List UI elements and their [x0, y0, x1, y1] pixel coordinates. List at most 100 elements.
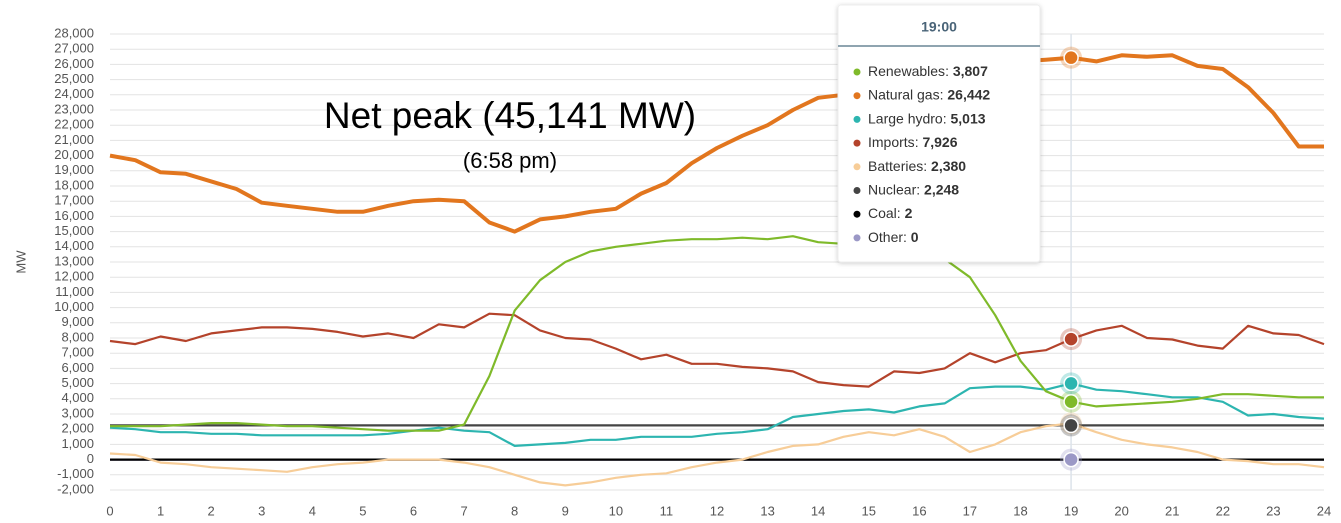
x-tick-label: 1	[157, 503, 164, 518]
tooltip-separator: :	[897, 205, 905, 221]
x-tick-label: 20	[1114, 503, 1128, 518]
tooltip-dot	[853, 68, 861, 76]
x-tick-label: 12	[710, 503, 724, 518]
tooltip-separator: :	[916, 181, 924, 197]
hover-marker	[1063, 49, 1079, 66]
y-tick-label: 28,000	[54, 25, 94, 40]
x-tick-label: 16	[912, 503, 926, 518]
y-tick-label: 21,000	[54, 132, 94, 147]
y-tick-label: -1,000	[57, 466, 94, 481]
y-tick-label: 20,000	[54, 147, 94, 162]
y-tick-label: 3,000	[61, 405, 94, 420]
x-tick-label: 4	[309, 503, 316, 518]
tooltip-item: Other: 0	[868, 229, 919, 245]
y-tick-label: 10,000	[54, 299, 94, 314]
y-tick-label: 11,000	[55, 284, 94, 299]
tooltip-separator: :	[945, 63, 953, 79]
tooltip-name: Renewables	[868, 63, 945, 79]
y-tick-label: 9,000	[61, 314, 94, 329]
tooltip-value: 7,926	[922, 134, 957, 150]
y-axis-label: MW	[13, 250, 28, 274]
tooltip-item: Imports: 7,926	[868, 134, 958, 150]
y-tick-label: 0	[87, 451, 94, 466]
x-tick-label: 22	[1216, 503, 1230, 518]
tooltip-dot	[853, 163, 861, 171]
tooltip-value: 2	[905, 205, 913, 221]
y-tick-label: 2,000	[61, 421, 94, 436]
tooltip-item: Batteries: 2,380	[868, 158, 966, 174]
y-tick-label: 7,000	[61, 345, 94, 360]
tooltip-value: 2,380	[931, 158, 966, 174]
grid: -2,000-1,00001,0002,0003,0004,0005,0006,…	[54, 25, 1331, 518]
hover-marker	[1063, 331, 1079, 347]
x-tick-label: 5	[359, 503, 366, 518]
x-tick-label: 21	[1165, 503, 1179, 518]
x-tick-label: 10	[609, 503, 623, 518]
tooltip-dot	[853, 92, 861, 100]
tooltip-separator: :	[923, 158, 931, 174]
tooltip-name: Batteries	[868, 158, 923, 174]
x-tick-label: 8	[511, 503, 518, 518]
y-tick-label: 17,000	[54, 193, 94, 208]
tooltip-name: Large hydro	[868, 110, 943, 126]
y-tick-label: 12,000	[54, 269, 94, 284]
tooltip-value: 0	[911, 229, 919, 245]
y-tick-label: 27,000	[54, 41, 94, 56]
tooltip-name: Coal	[868, 205, 897, 221]
x-tick-label: 3	[258, 503, 265, 518]
x-tick-label: 19	[1064, 503, 1078, 518]
tooltip-name: Natural gas	[868, 86, 940, 102]
tooltip: 19:00 Renewables: 3,807 Natural gas: 26,4…	[837, 4, 1041, 263]
lines	[109, 34, 1325, 490]
y-tick-label: 22,000	[54, 117, 94, 132]
x-tick-label: 23	[1266, 503, 1280, 518]
series-line	[110, 235, 1324, 432]
x-tick-label: 14	[811, 503, 825, 518]
y-tick-label: -2,000	[57, 481, 94, 496]
tooltip-dot	[853, 139, 861, 147]
y-tick-label: 19,000	[54, 162, 94, 177]
tooltip-dot	[853, 234, 861, 242]
hover-marker	[1063, 393, 1079, 410]
tooltip-separator: :	[915, 134, 923, 150]
x-tick-label: 7	[460, 503, 467, 518]
y-tick-label: 15,000	[54, 223, 94, 238]
x-tick-label: 24	[1317, 503, 1331, 518]
x-tick-label: 9	[562, 503, 569, 518]
tooltip-value: 5,013	[951, 110, 986, 126]
series-line	[109, 382, 1325, 447]
annotation-sub: (6:58 pm)	[463, 148, 557, 173]
y-tick-label: 5,000	[61, 375, 94, 390]
tooltip-item: Large hydro: 5,013	[868, 110, 986, 126]
y-tick-label: 14,000	[54, 238, 94, 253]
series-line	[109, 53, 1324, 234]
tooltip-item: Natural gas: 26,442	[868, 86, 990, 102]
tooltip-separator: :	[943, 110, 951, 126]
y-tick-label: 26,000	[54, 56, 94, 71]
x-tick-label: 13	[760, 503, 774, 518]
tooltip-name: Imports	[868, 134, 915, 150]
tooltip-dot	[853, 210, 861, 218]
y-tick-label: 4,000	[61, 390, 94, 405]
tooltip-separator: :	[903, 229, 911, 245]
annotation: Net peak (45,141 MW)	[324, 95, 696, 136]
tooltip-title: 19:00	[921, 19, 957, 35]
x-tick-label: 15	[862, 503, 876, 518]
hover-marker	[1063, 451, 1079, 468]
tooltip-separator: :	[940, 86, 948, 102]
x-tick-label: 6	[410, 503, 417, 518]
tooltip-name: Other	[868, 229, 903, 245]
y-tick-label: 25,000	[54, 71, 94, 86]
tooltip-item: Nuclear: 2,248	[868, 181, 959, 197]
x-tick-label: 11	[660, 503, 674, 518]
x-tick-label: 18	[1013, 503, 1027, 518]
y-tick-label: 8,000	[61, 329, 94, 344]
tooltip-dot	[853, 187, 861, 194]
y-tick-label: 18,000	[54, 177, 94, 192]
series-line	[109, 312, 1325, 388]
y-tick-label: 23,000	[54, 101, 94, 116]
y-tick-label: 13,000	[54, 253, 94, 268]
y-tick-label: 24,000	[54, 86, 94, 101]
tooltip-item: Coal: 2	[868, 205, 913, 221]
